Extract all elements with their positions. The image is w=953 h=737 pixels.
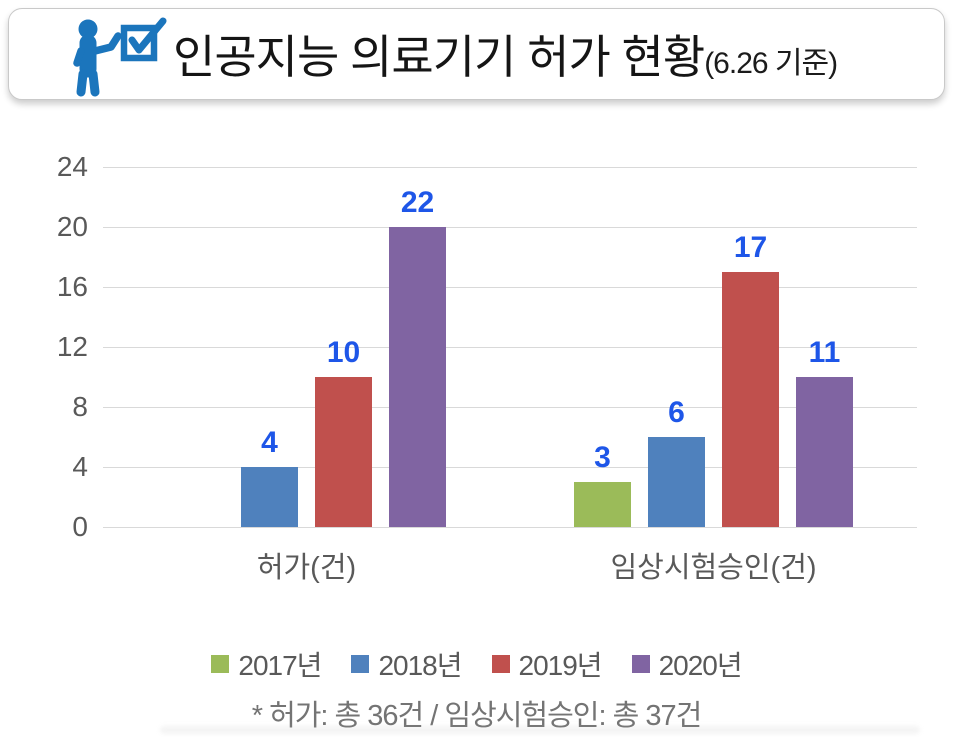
chart-footnote: * 허가: 총 36건 / 임상시험승인: 총 37건 (251, 700, 703, 732)
y-axis-tick-16: 16 (56, 271, 88, 302)
bar-value-label: 6 (668, 396, 685, 429)
legend-label: 2020년 (658, 650, 743, 681)
bar-2019년-임상시험승인(건) (722, 272, 779, 527)
legend-item-2020년: 2020년 (631, 644, 743, 684)
page-title-text: 인공지능 의료기기 허가 현황 (173, 31, 705, 83)
checkbox-check-icon (120, 17, 167, 62)
legend-item-2017년: 2017년 (211, 644, 322, 684)
bar-2018년-임상시험승인(건) (648, 437, 705, 527)
bar-2017년-임상시험승인(건) (574, 482, 631, 527)
legend-label: 2019년 (518, 650, 603, 681)
bottom-smudge-decoration (160, 726, 920, 734)
page-title: 인공지능 의료기기 허가 현황 (6.26 기준) (173, 21, 838, 87)
y-axis-tick-12: 12 (56, 331, 88, 362)
bar-value-label: 3 (594, 441, 611, 474)
bar-2019년-허가(건) (315, 377, 372, 527)
legend-swatch-icon (631, 655, 650, 673)
y-axis-tick-20: 20 (56, 211, 88, 242)
y-axis-tick-0: 0 (72, 511, 88, 542)
gridline-20 (103, 227, 917, 228)
y-axis-tick-24: 24 (56, 151, 88, 182)
y-axis-tick-4: 4 (72, 451, 88, 482)
legend-swatch-icon (491, 655, 510, 673)
gridline-8 (103, 407, 917, 408)
legend-label: 2017년 (238, 650, 322, 681)
legend-item-2019년: 2019년 (491, 644, 603, 684)
presenter-with-checkbox-icon (41, 11, 169, 97)
legend-label: 2018년 (378, 650, 462, 681)
y-axis-tick-8: 8 (72, 391, 88, 422)
gridline-4 (103, 467, 917, 468)
chart-legend: 2017년 2018년 2019년 2020년 (0, 646, 953, 682)
gridline-12 (103, 347, 917, 348)
presenter-person-icon (73, 19, 122, 97)
bar-value-label: 10 (326, 336, 361, 369)
page-title-suffix: (6.26 기준) (704, 47, 838, 80)
gridline-24 (103, 167, 917, 168)
gridline-0 (103, 527, 917, 528)
bar-value-label: 4 (261, 426, 278, 459)
bar-2018년-허가(건) (241, 467, 298, 527)
bar-value-label: 11 (808, 336, 841, 369)
legend-item-2018년: 2018년 (351, 644, 463, 684)
x-axis-category-label: 허가(건) (256, 552, 357, 584)
legend-swatch-icon (351, 655, 370, 673)
legend-swatch-icon (211, 655, 230, 673)
x-axis-category-label: 임상시험승인(건) (610, 552, 817, 584)
header-banner: 인공지능 의료기기 허가 현황 (6.26 기준) (8, 8, 945, 100)
bar-value-label: 22 (400, 186, 435, 219)
gridline-16 (103, 287, 917, 288)
bar-value-label: 17 (733, 231, 768, 264)
bar-2020년-허가(건) (389, 227, 446, 527)
bar-2020년-임상시험승인(건) (796, 377, 853, 527)
